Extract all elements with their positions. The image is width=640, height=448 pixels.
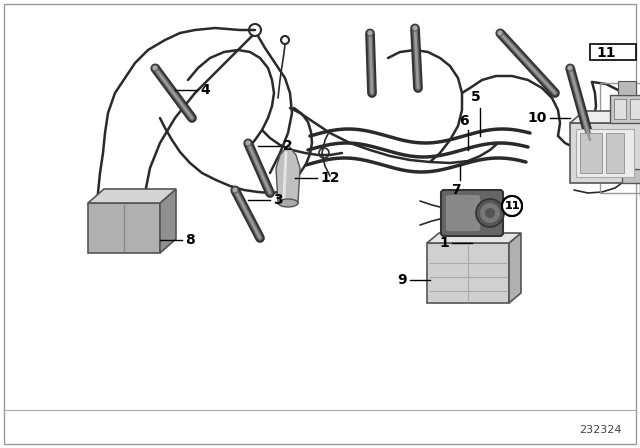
Bar [614, 99, 626, 119]
Polygon shape [610, 159, 640, 197]
Circle shape [485, 208, 495, 218]
Circle shape [567, 65, 573, 71]
Circle shape [502, 196, 522, 216]
Text: 10: 10 [527, 111, 547, 125]
Circle shape [245, 140, 251, 146]
Circle shape [497, 30, 503, 36]
Polygon shape [509, 233, 521, 303]
Text: 232324: 232324 [579, 425, 621, 435]
Circle shape [232, 187, 238, 193]
Polygon shape [276, 145, 300, 203]
Bar [630, 99, 640, 119]
Text: 5: 5 [471, 90, 481, 104]
Text: 6: 6 [459, 114, 469, 128]
Circle shape [502, 196, 522, 216]
Text: 4: 4 [200, 83, 210, 97]
Bar [576, 129, 634, 177]
Text: 11: 11 [504, 201, 520, 211]
FancyBboxPatch shape [446, 195, 480, 231]
Bar [590, 44, 636, 60]
Text: 3: 3 [273, 193, 283, 207]
Text: 11: 11 [504, 201, 520, 211]
Circle shape [367, 30, 373, 36]
Circle shape [152, 65, 158, 71]
Text: 11: 11 [596, 46, 616, 60]
Circle shape [476, 199, 504, 227]
Bar [606, 133, 624, 173]
Polygon shape [160, 189, 176, 253]
Text: 7: 7 [451, 183, 461, 197]
Text: 9: 9 [397, 273, 407, 287]
Polygon shape [88, 189, 176, 203]
Circle shape [480, 203, 500, 223]
Polygon shape [88, 203, 160, 253]
Text: 2: 2 [283, 139, 292, 153]
Bar [610, 95, 640, 123]
Bar [580, 133, 602, 173]
Bar [618, 81, 636, 95]
Circle shape [412, 25, 418, 31]
Polygon shape [570, 111, 640, 123]
FancyBboxPatch shape [441, 190, 503, 236]
Text: 12: 12 [320, 171, 339, 185]
Bar [600, 83, 640, 193]
Polygon shape [427, 233, 521, 243]
Polygon shape [427, 243, 509, 303]
Text: 8: 8 [185, 233, 195, 247]
Polygon shape [570, 123, 640, 183]
Ellipse shape [278, 199, 298, 207]
Text: 1: 1 [439, 236, 449, 250]
